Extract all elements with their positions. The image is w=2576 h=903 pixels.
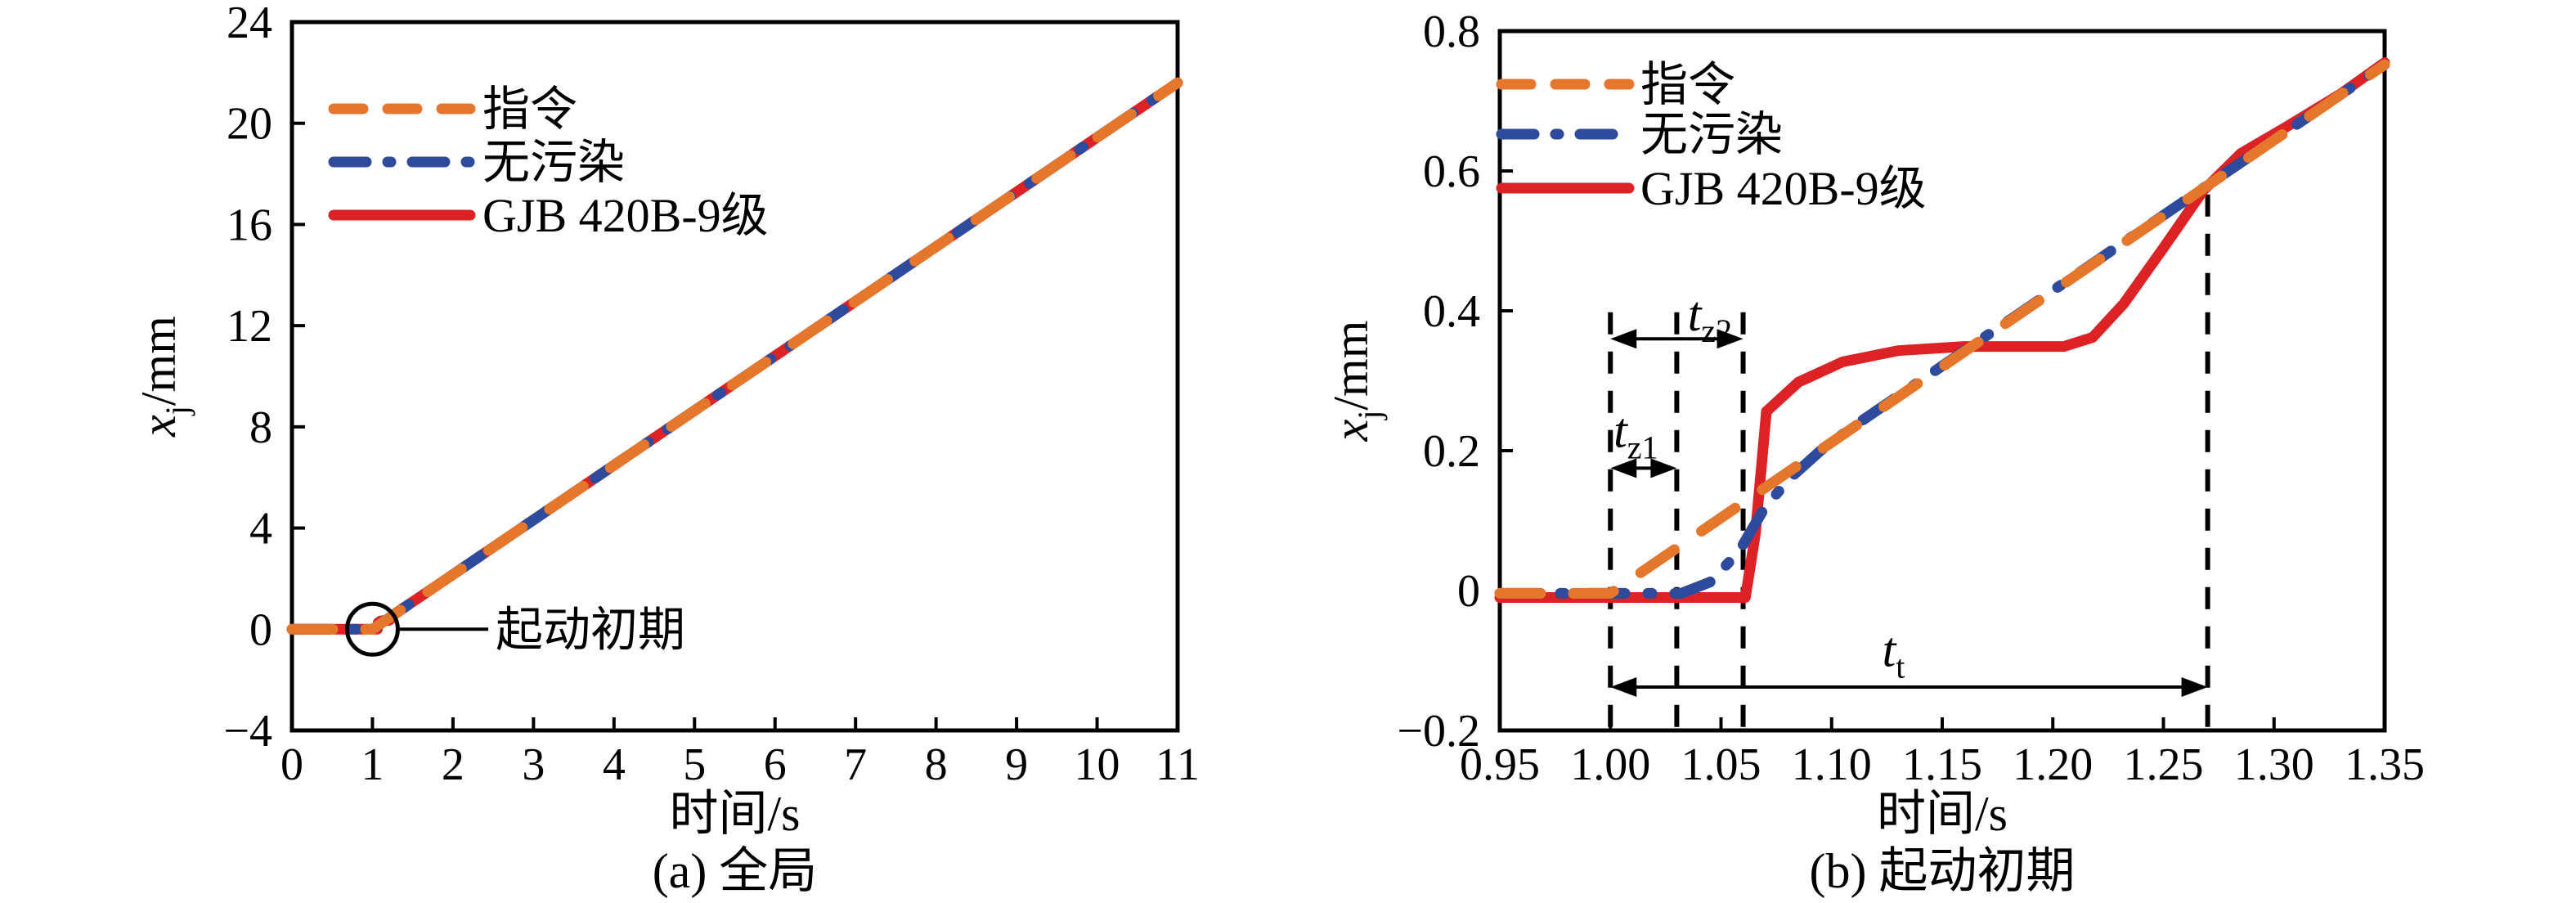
panel-caption: (a) 全局 [653, 844, 818, 898]
annotation-circle [344, 601, 400, 657]
plot-border [289, 20, 1180, 733]
x-tick-label: 7 [844, 739, 867, 790]
y-tick-label: −4 [223, 706, 272, 757]
x-tick-label: 1.25 [2124, 739, 2204, 790]
x-tick-label: 4 [603, 739, 626, 790]
arrow-head-left [1610, 329, 1637, 349]
series-command-line [286, 77, 1183, 635]
y-tick-label: 0 [249, 604, 272, 655]
x-tick-label: 0.95 [1460, 739, 1540, 790]
annotation-label: 起动初期 [496, 603, 685, 656]
x-tick-label: 6 [764, 739, 787, 790]
y-tick-label: 24 [227, 0, 272, 48]
measure-arrow-tz2 [1610, 329, 1744, 349]
y-tick-label: 16 [227, 200, 272, 250]
x-tick-label: 1.30 [2234, 739, 2314, 790]
y-tick-label: −0.2 [1397, 706, 1480, 757]
x-tick-label: 1.05 [1681, 739, 1761, 790]
arrow-head-right [2181, 676, 2208, 697]
x-tick-label: 1.35 [2345, 739, 2425, 790]
legend-label-gjb: GJB 420B-9级 [482, 189, 769, 242]
y-axis-label: xj/mm [132, 316, 195, 438]
x-tick-label: 1.20 [2013, 739, 2093, 790]
arrow-head-left [1610, 458, 1637, 478]
legend-label-command: 指令 [482, 83, 577, 136]
legend-label-gjb: GJB 420B-9级 [1640, 162, 1927, 215]
y-tick-label: 20 [227, 99, 272, 150]
legend-label-command: 指令 [1640, 58, 1735, 111]
legend-label-clean: 无污染 [1640, 108, 1783, 161]
y-tick-label: 0 [1457, 566, 1480, 617]
x-tick-label: 1.10 [1792, 739, 1872, 790]
panel-b: 0.95 1.00 1.05 1.10 1.15 1.20 1.25 1.30 1.35 −0.2… [1324, 7, 2425, 898]
plot-border [1497, 29, 2387, 733]
y-tick-label: 0.2 [1423, 426, 1480, 477]
x-tick-label: 1 [361, 739, 384, 790]
legend-label-clean: 无污染 [482, 136, 625, 189]
x-tick-label: 5 [683, 739, 706, 790]
series-command-line [1494, 59, 2390, 599]
x-tick-label: 2 [442, 739, 464, 790]
series-gjb-line [1494, 57, 2390, 603]
x-tick-label: 8 [925, 739, 948, 790]
measure-arrow-tz1 [1610, 458, 1677, 478]
arrow-head-right [1717, 329, 1744, 349]
x-tick-label: 1.00 [1570, 739, 1650, 790]
x-tick-label: 3 [522, 739, 545, 790]
x-tick-label: 0 [280, 739, 303, 790]
arrow-label: tz1 [1613, 404, 1658, 466]
y-tick-label: 8 [249, 402, 272, 453]
x-tick-label: 1.15 [1902, 739, 1982, 790]
x-axis-label: 时间/s [1877, 787, 2008, 841]
measure-arrow-tt [1610, 676, 2208, 697]
arrow-head-left [1610, 676, 1637, 697]
panel-caption: (b) 起动初期 [1810, 844, 2076, 898]
y-tick-label: 4 [249, 504, 272, 555]
arrow-label: tz2 [1688, 287, 1732, 349]
x-tick-label: 9 [1005, 739, 1028, 790]
arrow-label: tt [1883, 622, 1905, 685]
y-tick-label: 0.6 [1423, 146, 1480, 197]
x-tick-label: 10 [1075, 739, 1120, 790]
arrow-head-right [1650, 458, 1677, 478]
y-tick-label: 12 [227, 301, 272, 352]
x-tick-label: 11 [1156, 739, 1200, 790]
y-axis-label: xj/mm [1324, 321, 1388, 443]
x-axis-label: 时间/s [669, 787, 800, 841]
y-tick-label: 0.4 [1423, 286, 1480, 337]
y-tick-label: 0.8 [1423, 7, 1480, 57]
